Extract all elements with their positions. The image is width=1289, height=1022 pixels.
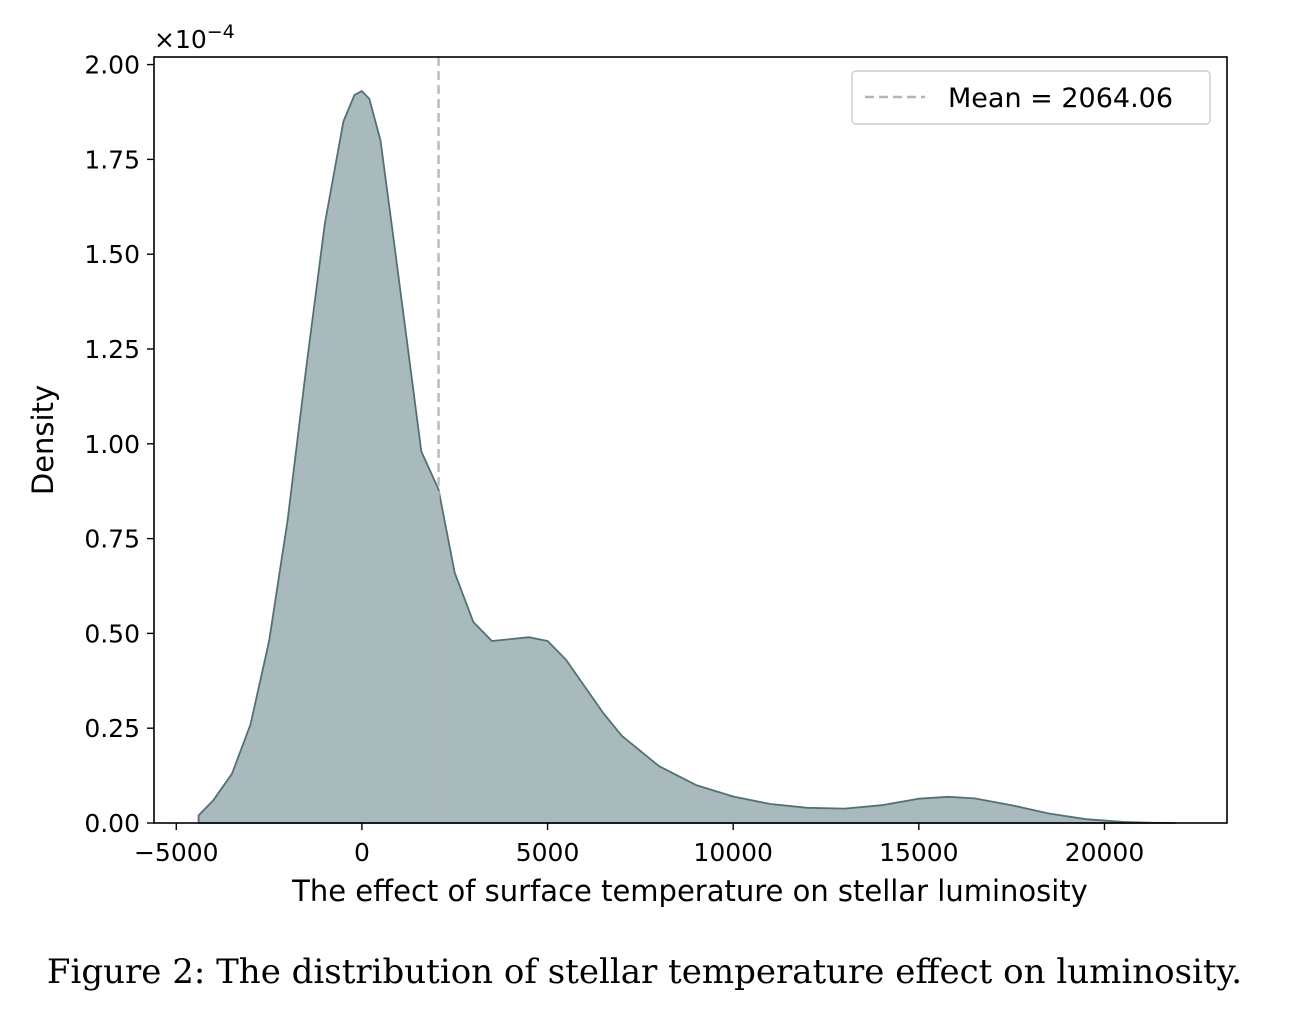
y-tick-label: 0.25 xyxy=(84,714,140,743)
x-tick-label: 15000 xyxy=(879,838,959,867)
x-tick-label: 20000 xyxy=(1065,838,1145,867)
figure-caption: Figure 2: The distribution of stellar te… xyxy=(46,952,1243,992)
y-tick-label: 2.00 xyxy=(84,51,140,80)
kde-chart: −5000 0 5000 10000 15000 20000 0.000.250.500.… xyxy=(26,21,1228,908)
x-tick-label: 5000 xyxy=(516,838,580,867)
y-axis-label: Density xyxy=(26,385,60,495)
plot-frame xyxy=(153,56,1228,824)
y-tick-label: 0.50 xyxy=(84,619,140,648)
y-tick-label: 1.75 xyxy=(84,145,140,174)
x-tick-label: 0 xyxy=(354,838,370,867)
x-axis: −5000 0 5000 10000 15000 20000 xyxy=(134,823,1144,867)
x-tick-label: 10000 xyxy=(693,838,773,867)
y-tick-label: 1.50 xyxy=(84,240,140,269)
y-tick-label: 0.00 xyxy=(84,809,140,838)
x-tick-label: −5000 xyxy=(134,838,219,867)
y-axis: 0.00 0.25 0.50 0.75 1.00 1.25 1.50 1.75 2.00 xyxy=(84,51,154,838)
y-tick-label: 1.25 xyxy=(84,335,140,364)
y-scale-multiplier: ×10−4 xyxy=(154,21,235,54)
legend: Mean = 2064.06 xyxy=(851,70,1211,125)
density-area xyxy=(197,90,1176,824)
legend-box xyxy=(851,70,1211,125)
y-tick-label: 1.00 xyxy=(84,430,140,459)
y-tick-label: 0.75 xyxy=(84,525,140,554)
legend-mean-label: Mean = 2064.06 xyxy=(948,83,1173,114)
x-axis-label: The effect of surface temperature on ste… xyxy=(291,874,1088,908)
